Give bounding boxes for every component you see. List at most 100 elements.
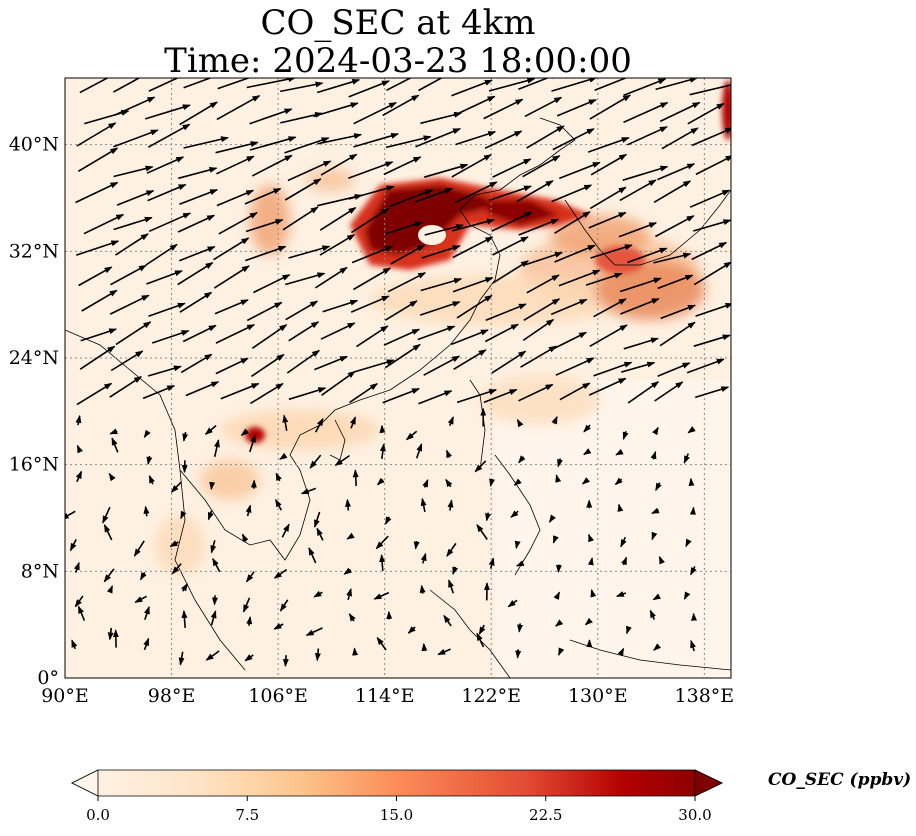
- wind-arrow: [75, 181, 119, 204]
- wind-arrow: [650, 450, 657, 460]
- wind-arrow: [620, 536, 627, 548]
- wind-arrow: [690, 639, 696, 652]
- wind-arrow: [651, 507, 660, 515]
- colorbar-label: CO_SEC (ppbv): [768, 770, 912, 790]
- wind-arrow: [284, 178, 322, 201]
- wind-arrow: [211, 595, 218, 606]
- wind-arrow: [376, 636, 387, 651]
- wind-arrow: [273, 568, 288, 579]
- wind-arrow: [274, 498, 283, 511]
- wind-arrow: [693, 219, 731, 232]
- wind-arrow: [386, 610, 393, 620]
- coastline-japan: [564, 189, 731, 266]
- wind-arrow: [354, 359, 395, 373]
- wind-arrow: [249, 108, 293, 125]
- wind-arrow: [115, 321, 152, 346]
- wind-arrow: [244, 187, 282, 205]
- wind-arrow: [281, 523, 290, 538]
- wind-arrow: [76, 382, 113, 406]
- wind-arrow: [204, 424, 217, 435]
- wind-arrow: [695, 155, 731, 176]
- wind-arrow: [590, 589, 597, 598]
- wind-arrow: [218, 212, 258, 235]
- wind-arrow: [517, 623, 524, 633]
- wind-arrow: [420, 277, 463, 292]
- colorbar-extend-min: [71, 769, 99, 797]
- wind-arrow: [552, 535, 559, 544]
- wind-arrow: [445, 449, 453, 459]
- wind-arrow: [522, 155, 561, 178]
- wind-arrow: [113, 78, 141, 93]
- wind-arrow: [313, 590, 323, 598]
- wind-arrow: [245, 219, 284, 233]
- wind-arrow: [249, 136, 297, 151]
- wind-arrow: [282, 655, 289, 667]
- wind-arrow: [249, 383, 284, 405]
- wind-arrow: [147, 183, 187, 202]
- wind-arrow: [346, 588, 353, 601]
- wind-arrow: [348, 613, 356, 622]
- wind-arrow: [445, 478, 453, 488]
- wind-arrow: [686, 358, 725, 374]
- wind-arrow: [621, 361, 656, 373]
- wind-arrow: [507, 599, 518, 608]
- wind-arrow: [484, 130, 523, 150]
- wind-arrow: [478, 624, 486, 635]
- wind-arrow: [179, 188, 219, 205]
- wind-arrow: [74, 595, 84, 608]
- wind-arrow: [251, 154, 293, 177]
- wind-arrow: [492, 260, 529, 284]
- wind-arrow: [658, 555, 665, 565]
- wind-arrow: [346, 532, 355, 540]
- wind-arrow: [343, 567, 352, 575]
- wind-arrow: [685, 538, 692, 548]
- wind-arrow: [143, 429, 151, 439]
- wind-arrow: [614, 477, 623, 486]
- wind-arrow: [352, 647, 359, 656]
- wind-arrow: [110, 264, 147, 286]
- wind-arrow: [110, 350, 144, 372]
- wind-arrow: [657, 274, 694, 290]
- wind-arrow: [182, 431, 189, 442]
- wind-arrow: [73, 561, 80, 573]
- wind-arrow: [209, 481, 216, 491]
- wind-arrow: [215, 357, 249, 375]
- wind-arrow: [687, 426, 696, 434]
- wind-arrow: [143, 505, 150, 517]
- lat-tick-label: 0°: [37, 667, 59, 689]
- wind-arrow: [65, 510, 76, 520]
- wind-arrow: [216, 95, 261, 121]
- wind-arrow: [693, 261, 731, 286]
- wind-arrow: [180, 510, 187, 520]
- lon-tick-label: 130°E: [568, 685, 628, 707]
- wind-arrow: [492, 236, 529, 256]
- colorbar-tick-label: 15.0: [379, 806, 414, 824]
- wind-arrow: [456, 294, 493, 319]
- wind-arrow: [109, 428, 118, 435]
- wind-arrow: [379, 443, 386, 460]
- wind-arrow: [553, 591, 561, 600]
- wind-arrow: [421, 245, 461, 259]
- wind-arrow: [417, 325, 456, 341]
- wind-arrow: [288, 387, 327, 401]
- wind-arrow: [145, 243, 178, 266]
- wind-arrow: [315, 266, 348, 289]
- wind-arrow: [526, 125, 565, 149]
- wind-arrow: [452, 236, 494, 259]
- wind-arrow: [622, 431, 629, 441]
- wind-arrow: [627, 247, 668, 264]
- wind-arrow: [115, 233, 149, 256]
- wind-arrow: [554, 244, 596, 263]
- wind-arrow: [488, 557, 495, 569]
- wind-arrow: [185, 381, 220, 397]
- wind-arrow: [415, 443, 423, 459]
- wind-arrow: [320, 153, 358, 176]
- wind-arrow: [180, 353, 213, 374]
- coastline-philippines: [494, 454, 541, 576]
- wind-arrow: [589, 186, 627, 210]
- wind-arrow: [384, 343, 421, 369]
- wind-arrow: [655, 482, 662, 492]
- wind-arrow: [133, 540, 145, 557]
- wind-arrow: [407, 626, 416, 634]
- wind-arrow: [451, 218, 495, 232]
